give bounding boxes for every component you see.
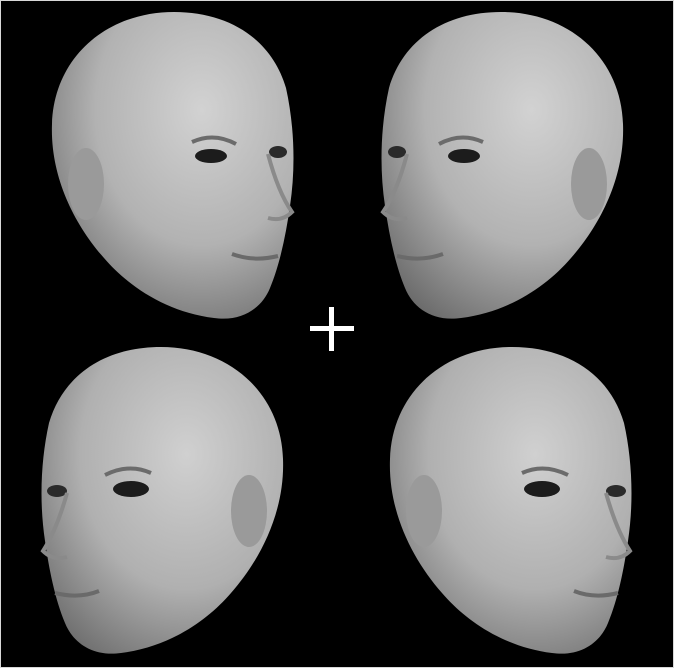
fixation-vertical-bar — [329, 307, 334, 351]
ear — [231, 475, 267, 547]
nose — [266, 153, 295, 222]
head-shape — [41, 347, 284, 654]
eye — [113, 481, 149, 497]
nose — [604, 492, 633, 561]
head-shape — [381, 12, 624, 319]
mouth — [573, 589, 619, 598]
eye — [606, 485, 626, 497]
eye — [195, 149, 227, 163]
eye — [524, 481, 560, 497]
face-image — [380, 12, 624, 319]
ear — [68, 148, 104, 220]
plus-icon — [310, 307, 354, 351]
eye — [47, 485, 67, 497]
head-shape — [389, 347, 632, 654]
eyebrow — [521, 466, 569, 477]
face-bottom-right — [384, 341, 634, 661]
mouth — [396, 252, 444, 261]
ear — [406, 475, 442, 547]
eyebrow — [191, 135, 237, 146]
eyebrow — [104, 466, 152, 477]
face-image — [51, 12, 295, 319]
face-top-right — [379, 6, 629, 326]
mouth — [231, 252, 279, 261]
eyebrow — [438, 135, 484, 146]
eye — [269, 146, 287, 158]
face-top-left — [46, 6, 296, 326]
face-image — [40, 347, 284, 654]
ear — [571, 148, 607, 220]
eye — [388, 146, 406, 158]
eye — [448, 149, 480, 163]
head-shape — [51, 12, 294, 319]
face-image — [389, 347, 633, 654]
nose — [380, 153, 409, 222]
mouth — [54, 589, 100, 598]
face-bottom-left — [39, 341, 289, 661]
nose — [40, 492, 69, 561]
